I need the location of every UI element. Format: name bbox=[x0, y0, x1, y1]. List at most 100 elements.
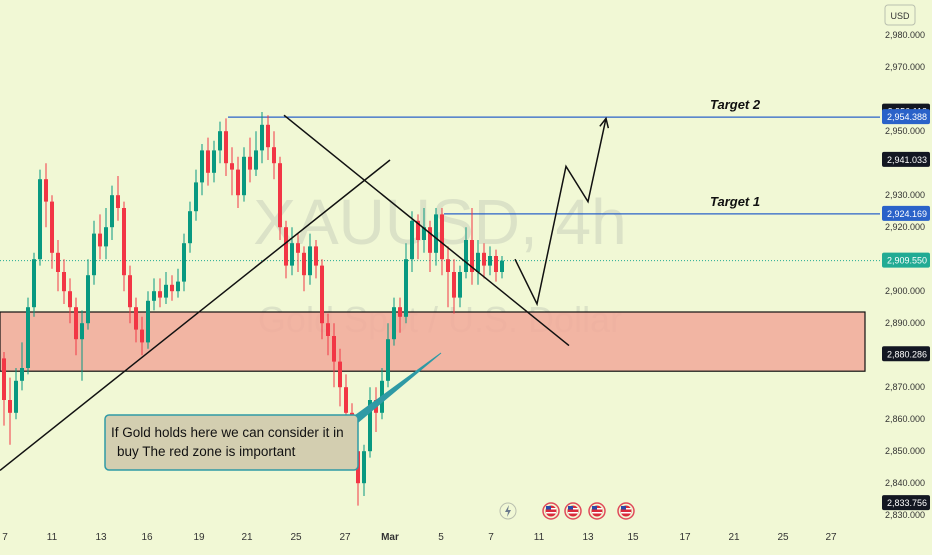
price-label: 2,954.388 bbox=[882, 109, 930, 125]
price-label-text: 2,833.756 bbox=[887, 498, 927, 508]
candle-body bbox=[362, 451, 366, 484]
candle-body bbox=[326, 323, 330, 336]
candle bbox=[494, 249, 498, 282]
candle bbox=[470, 208, 474, 285]
candle bbox=[482, 243, 486, 279]
support-zone-layer bbox=[0, 311, 866, 372]
candle-body bbox=[266, 124, 270, 148]
currency-badge[interactable]: USD bbox=[884, 4, 916, 26]
candle bbox=[206, 137, 210, 186]
support-zone bbox=[0, 311, 866, 372]
price-tick-label: 2,950.000 bbox=[885, 126, 925, 136]
price-label: 2,924.169 bbox=[882, 205, 930, 221]
candle-body bbox=[68, 291, 72, 308]
candle-body bbox=[8, 400, 12, 413]
candle-body bbox=[488, 256, 492, 266]
candle bbox=[248, 137, 252, 183]
callout-text-line-2: buy The red zone is important bbox=[117, 444, 296, 459]
price-tick-label: 2,860.000 bbox=[885, 414, 925, 424]
candle-body bbox=[386, 339, 390, 381]
flag-icon-stripe bbox=[546, 512, 556, 514]
candle bbox=[230, 147, 234, 196]
candle bbox=[428, 220, 432, 272]
candle-body bbox=[158, 291, 162, 298]
candle bbox=[422, 208, 426, 253]
candle bbox=[404, 243, 408, 324]
candle-body bbox=[308, 246, 312, 276]
price-label-text: 2,880.286 bbox=[887, 349, 927, 359]
candle bbox=[242, 147, 246, 202]
candle bbox=[44, 163, 48, 228]
price-axis[interactable]: USD 2,830.000 2,840.000 2,850.000 2,860.000… bbox=[880, 0, 932, 528]
currency-label: USD bbox=[890, 11, 910, 21]
candle bbox=[2, 352, 6, 426]
candle bbox=[92, 220, 96, 285]
flash-icon-bolt bbox=[505, 505, 511, 517]
candle-body bbox=[38, 179, 42, 260]
candle-body bbox=[290, 243, 294, 266]
candle bbox=[314, 240, 318, 279]
candle bbox=[464, 227, 468, 279]
candle-body bbox=[446, 259, 450, 272]
candle bbox=[74, 297, 78, 356]
candle-body bbox=[398, 307, 402, 317]
candle bbox=[56, 240, 60, 292]
time-axis-background bbox=[0, 528, 932, 550]
price-tick-label: 2,850.000 bbox=[885, 446, 925, 456]
candle-body bbox=[92, 233, 96, 276]
time-tick-label: 25 bbox=[290, 532, 302, 543]
flag-icon-stripe bbox=[592, 512, 602, 514]
annotation-callout[interactable]: If Gold holds here we can consider it in… bbox=[104, 352, 442, 471]
candle bbox=[32, 252, 36, 317]
price-labels: 2,956.1122,954.3882,941.0332,924.1692,90… bbox=[882, 103, 930, 511]
candle bbox=[14, 368, 18, 420]
candle-body bbox=[296, 243, 300, 253]
us-flag-event-icon bbox=[617, 502, 635, 520]
candle-body bbox=[404, 259, 408, 317]
candle-body bbox=[152, 291, 156, 301]
candle bbox=[8, 377, 12, 445]
candle-body bbox=[146, 300, 150, 343]
candle-body bbox=[98, 233, 102, 247]
candle bbox=[392, 297, 396, 346]
time-tick-label: 13 bbox=[95, 532, 107, 543]
time-tick-label: 11 bbox=[47, 532, 58, 543]
candle bbox=[188, 201, 192, 253]
candle bbox=[122, 201, 126, 292]
price-label-badge bbox=[882, 205, 930, 221]
candle-body bbox=[62, 272, 66, 292]
candle bbox=[272, 131, 276, 180]
candle-body bbox=[200, 150, 204, 183]
projection-arrowhead bbox=[599, 116, 610, 129]
candle bbox=[236, 156, 240, 208]
price-tick-label: 2,980.000 bbox=[885, 30, 925, 40]
candle bbox=[290, 227, 294, 276]
candle-body bbox=[44, 179, 48, 202]
candle bbox=[398, 297, 402, 333]
candle-body bbox=[368, 400, 372, 452]
price-label-text: 2,909.550 bbox=[887, 256, 927, 266]
candle-body bbox=[170, 284, 174, 292]
target-level-label: Target 1 bbox=[710, 194, 760, 209]
price-tick-label: 2,890.000 bbox=[885, 318, 925, 328]
candle bbox=[134, 297, 138, 343]
target-level-label: Target 2 bbox=[710, 97, 761, 112]
time-tick-label: 7 bbox=[488, 532, 494, 543]
candle bbox=[476, 240, 480, 285]
flag-icon-stripe bbox=[568, 512, 578, 514]
candle-body bbox=[86, 275, 90, 324]
candle bbox=[224, 118, 228, 176]
candles-layer bbox=[2, 112, 504, 506]
candle bbox=[332, 323, 336, 388]
price-tick-label: 2,830.000 bbox=[885, 510, 925, 520]
time-axis[interactable]: 7 11 13 16 19 21 25 27 Mar 5 7 11 13 15 17 21 25 27 bbox=[0, 528, 932, 550]
time-tick-label: 16 bbox=[141, 532, 153, 543]
candle bbox=[296, 233, 300, 272]
candle-body bbox=[182, 243, 186, 282]
trendlines-layer bbox=[0, 114, 570, 471]
time-tick-label: 25 bbox=[777, 532, 789, 543]
price-tick-label: 2,870.000 bbox=[885, 382, 925, 392]
price-label-text: 2,924.169 bbox=[887, 209, 927, 219]
candle bbox=[458, 265, 462, 308]
